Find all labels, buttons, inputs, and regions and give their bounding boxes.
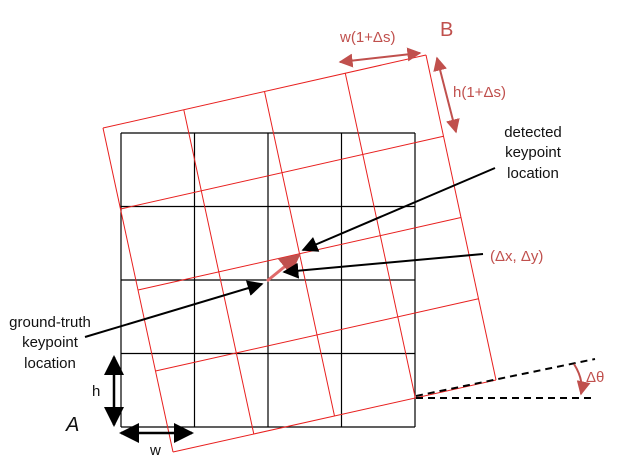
grid-b-row-line (102, 54, 427, 129)
label-b: B (440, 19, 453, 41)
theta-arc (573, 363, 591, 396)
h-scaled-arrow (433, 56, 460, 134)
grid-b-row-line (155, 298, 479, 372)
label-h: h (92, 383, 100, 400)
detected-pointer-arrow (301, 167, 496, 252)
rotated-dashed (415, 358, 596, 397)
grid-b-row-line (137, 217, 462, 291)
label-detected-1: detected (504, 124, 562, 141)
label-w: w (149, 442, 161, 459)
label-w-scaled: w(1+Δs) (339, 29, 395, 46)
label-ground-truth-2: keypoint (22, 334, 79, 351)
reference-grid-a (120, 132, 416, 428)
transformed-grid-b (102, 54, 497, 453)
label-detected-3: location (507, 165, 559, 182)
label-ground-truth-3: location (24, 355, 76, 372)
grid-b-row-line (120, 135, 444, 210)
ground-truth-pointer-arrow (84, 280, 264, 338)
label-a: A (65, 414, 79, 436)
w-scaled-arrow (338, 47, 422, 68)
label-h-scaled: h(1+Δs) (453, 84, 506, 101)
label-detected-2: keypoint (505, 144, 562, 161)
offset-pointer-arrow (282, 253, 484, 279)
label-ground-truth-1: ground-truth (9, 314, 91, 331)
label-theta: Δθ (586, 369, 604, 386)
offset-arrow (266, 253, 301, 283)
label-offset: (Δx, Δy) (490, 248, 543, 265)
grid-b-row-line (172, 379, 497, 453)
